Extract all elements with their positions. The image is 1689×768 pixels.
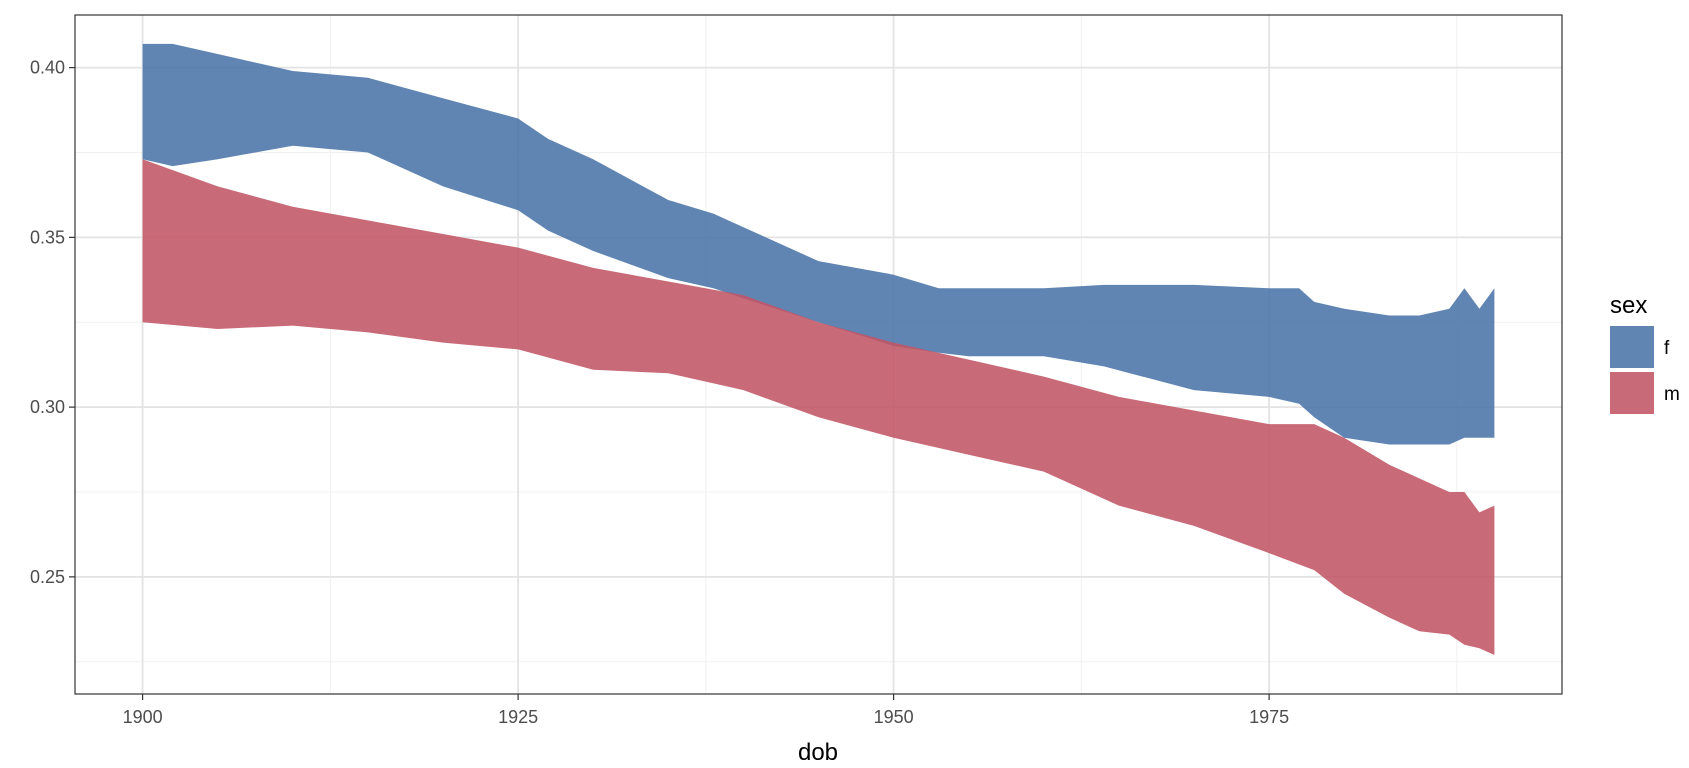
y-tick-label: 0.35 [30, 227, 65, 247]
plot-panel-border [74, 14, 1563, 695]
x-tick-label: 1900 [123, 707, 163, 727]
ribbons [142, 43, 1495, 656]
y-axis: 0.25 0.30 0.35 0.40 [30, 58, 75, 587]
legend-title: sex [1610, 292, 1647, 319]
legend: sex f m [1610, 292, 1680, 414]
x-axis: 1900 1925 1950 1975 [123, 694, 1289, 727]
legend-label-f: f [1664, 338, 1670, 359]
x-tick-label: 1950 [874, 707, 914, 727]
y-tick-label: 0.40 [30, 58, 65, 78]
x-tick-label: 1925 [498, 707, 538, 727]
legend-key-m [1610, 372, 1654, 414]
ribbon-f [142, 43, 1495, 445]
ribbon-m [142, 159, 1495, 656]
y-tick-label: 0.25 [30, 567, 65, 587]
y-tick-label: 0.30 [30, 397, 65, 417]
x-tick-label: 1975 [1249, 707, 1289, 727]
legend-label-m: m [1664, 384, 1680, 405]
x-axis-title: dob [798, 739, 838, 766]
legend-key-f [1610, 326, 1654, 368]
